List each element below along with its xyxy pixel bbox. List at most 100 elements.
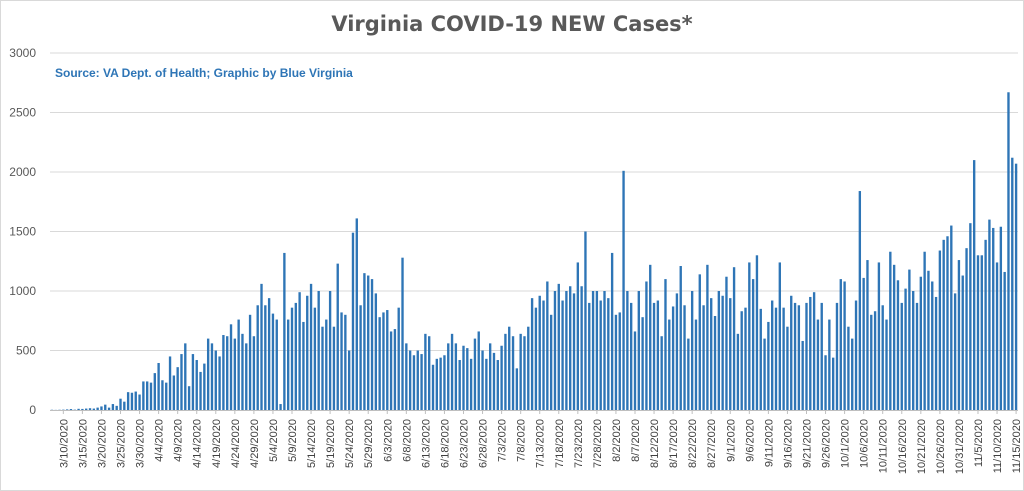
bar bbox=[370, 279, 374, 410]
bar bbox=[252, 336, 256, 410]
bar bbox=[732, 267, 736, 410]
bar bbox=[176, 367, 179, 410]
y-tick-label: 0 bbox=[29, 403, 36, 417]
bar bbox=[229, 324, 233, 410]
x-tick-label: 4/19/2020 bbox=[211, 419, 223, 468]
x-tick-label: 11/5/2020 bbox=[973, 419, 985, 467]
bar bbox=[995, 262, 999, 410]
bar bbox=[816, 319, 820, 410]
x-tick-label: 7/18/2020 bbox=[554, 419, 566, 468]
bar bbox=[649, 264, 652, 410]
x-tick-label: 7/28/2020 bbox=[592, 419, 604, 468]
bar bbox=[831, 357, 835, 410]
bar bbox=[443, 355, 446, 410]
x-tick-label: 5/4/2020 bbox=[268, 419, 280, 462]
bar bbox=[652, 302, 656, 410]
bar bbox=[172, 375, 176, 410]
bar bbox=[904, 288, 907, 410]
bar bbox=[793, 302, 797, 410]
bar bbox=[565, 291, 568, 410]
bar bbox=[744, 307, 747, 410]
bar bbox=[919, 276, 923, 410]
bar bbox=[778, 262, 781, 410]
x-tick-label: 9/11/2020 bbox=[763, 419, 775, 467]
y-tick-label: 3000 bbox=[9, 46, 36, 60]
bar bbox=[938, 250, 942, 410]
bar bbox=[706, 264, 709, 410]
x-tick-label: 9/6/2020 bbox=[744, 419, 756, 462]
bar bbox=[530, 298, 534, 410]
x-tick-label: 6/28/2020 bbox=[478, 419, 490, 468]
bar bbox=[892, 264, 896, 410]
bar bbox=[298, 292, 301, 410]
x-tick-label: 5/9/2020 bbox=[287, 419, 299, 462]
bar bbox=[771, 300, 774, 410]
bar bbox=[881, 305, 884, 410]
bar bbox=[397, 307, 400, 410]
bar bbox=[599, 300, 602, 410]
bar bbox=[576, 262, 580, 410]
bar bbox=[622, 170, 625, 410]
bar bbox=[873, 311, 877, 410]
bar bbox=[473, 338, 477, 410]
bar bbox=[912, 291, 915, 410]
bar bbox=[984, 239, 987, 410]
bar bbox=[942, 239, 945, 410]
bar bbox=[222, 335, 225, 410]
bar bbox=[389, 331, 393, 410]
bar bbox=[835, 302, 839, 410]
bar bbox=[698, 274, 701, 410]
bar bbox=[736, 333, 740, 410]
bar bbox=[203, 363, 206, 410]
bar bbox=[561, 300, 564, 410]
bar bbox=[1007, 92, 1010, 411]
bar bbox=[256, 305, 259, 410]
x-tick-label: 8/17/2020 bbox=[668, 419, 680, 468]
bar bbox=[854, 300, 858, 410]
x-tick-label: 8/27/2020 bbox=[706, 419, 718, 468]
bar bbox=[729, 298, 732, 410]
bar bbox=[584, 231, 587, 410]
bar bbox=[839, 279, 842, 410]
bar bbox=[950, 225, 953, 410]
bar bbox=[931, 281, 934, 410]
x-tick-label: 7/23/2020 bbox=[573, 419, 585, 468]
bar bbox=[915, 302, 919, 410]
bar bbox=[309, 283, 313, 410]
x-tick-label: 10/11/2020 bbox=[878, 419, 890, 473]
bar bbox=[142, 381, 145, 410]
bar bbox=[782, 307, 785, 410]
bar bbox=[626, 291, 629, 410]
bar bbox=[267, 298, 271, 410]
bar bbox=[405, 343, 408, 410]
x-tick-label: 5/14/2020 bbox=[306, 419, 318, 468]
bar bbox=[927, 270, 930, 410]
bar bbox=[481, 350, 484, 410]
bar bbox=[447, 343, 450, 410]
bar bbox=[591, 291, 595, 410]
bar bbox=[123, 401, 126, 410]
bar bbox=[637, 291, 640, 410]
bar bbox=[851, 338, 854, 410]
bar bbox=[961, 275, 964, 410]
bar bbox=[264, 305, 267, 410]
bar bbox=[934, 296, 938, 410]
bar bbox=[81, 408, 84, 410]
bar bbox=[957, 260, 961, 410]
x-tick-label: 10/26/2020 bbox=[935, 419, 947, 474]
bar bbox=[523, 336, 526, 410]
x-tick-label: 6/23/2020 bbox=[458, 419, 470, 468]
y-tick-label: 1500 bbox=[9, 225, 36, 239]
bar bbox=[382, 312, 385, 410]
bar bbox=[428, 336, 431, 410]
bar bbox=[889, 251, 892, 410]
bar bbox=[283, 252, 286, 410]
bar bbox=[313, 307, 317, 410]
bar bbox=[359, 305, 362, 410]
bar bbox=[241, 333, 244, 410]
bar bbox=[755, 255, 759, 410]
x-tick-label: 11/10/2020 bbox=[992, 419, 1004, 473]
bar bbox=[607, 298, 610, 410]
bar bbox=[527, 326, 530, 410]
bar bbox=[218, 356, 221, 410]
